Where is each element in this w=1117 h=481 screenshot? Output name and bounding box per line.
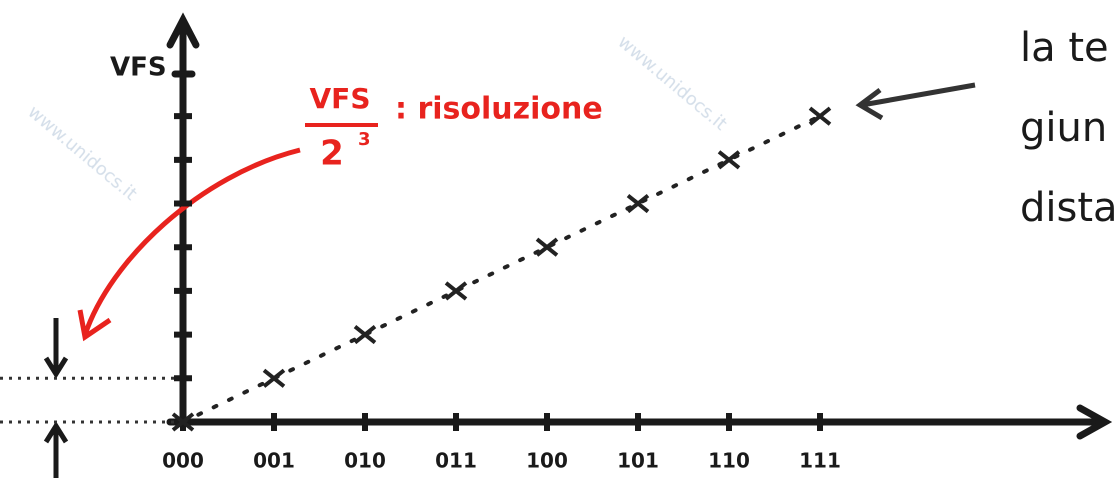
y-axis-label: VFS — [110, 53, 167, 83]
side-text: la te giun dista — [1020, 25, 1117, 231]
cross — [537, 239, 557, 255]
data-point — [537, 239, 557, 255]
x-tick-label: 001 — [253, 449, 295, 473]
data-point — [446, 283, 466, 299]
data-point — [810, 108, 830, 124]
data-point — [719, 152, 739, 168]
x-tick-label: 011 — [435, 449, 477, 473]
watermark: www.unidocs.it — [24, 102, 141, 205]
annotation-numerator: VFS — [310, 82, 371, 115]
cross — [628, 196, 648, 212]
annotation-exponent: 3 — [358, 129, 371, 150]
x-tick-label: 110 — [708, 449, 750, 473]
x-tick-label: 100 — [526, 449, 568, 473]
annotation: VFS 2 3 : risoluzione — [305, 82, 603, 174]
data-point — [628, 196, 648, 212]
watermark: www.unidocs.it — [614, 32, 731, 135]
pointer-arrow — [860, 85, 975, 118]
x-tick-label: 000 — [162, 449, 204, 473]
dimension-arrow — [46, 426, 66, 478]
x-tick-label: 101 — [617, 449, 659, 473]
cross — [446, 283, 466, 299]
side-text-line: dista — [1020, 185, 1117, 231]
x-tick-label: 111 — [799, 449, 841, 473]
cross — [264, 370, 284, 386]
x-tick-label: 010 — [344, 449, 386, 473]
cross — [355, 327, 375, 343]
data-point — [355, 327, 375, 343]
cross — [810, 108, 830, 124]
chart: www.unidocs.it www.unidocs.it VFS VFS 2 … — [0, 0, 1117, 481]
side-text-line: la te — [1020, 25, 1109, 71]
cross — [719, 152, 739, 168]
annotation-denominator: 2 — [320, 134, 344, 174]
annotation-label: : risoluzione — [395, 92, 603, 127]
data-point — [264, 370, 284, 386]
side-text-line: giun — [1020, 105, 1107, 151]
dimension-arrow — [46, 318, 66, 374]
